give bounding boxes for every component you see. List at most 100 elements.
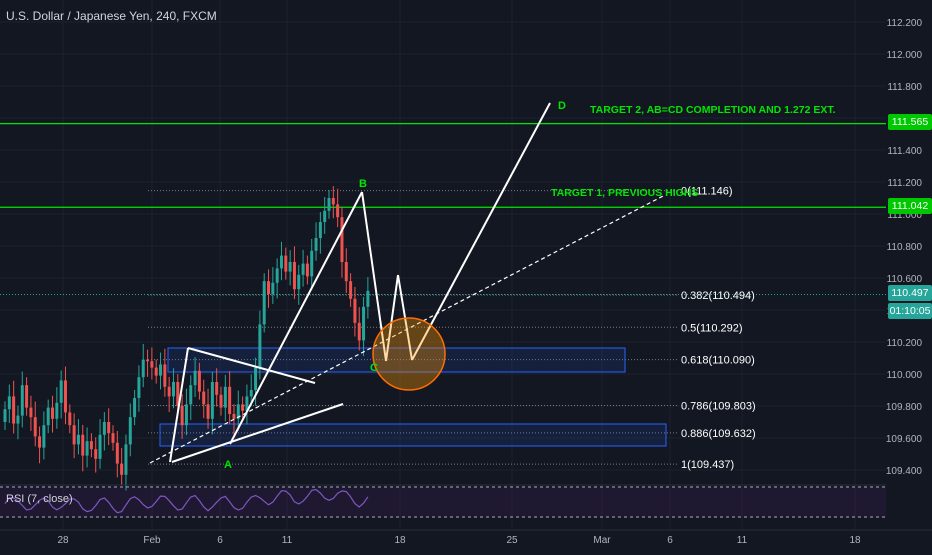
candle-body (275, 268, 279, 283)
rsi-pane (0, 484, 886, 518)
candle-body (3, 409, 7, 422)
candle-body (249, 390, 253, 397)
candle-body (336, 204, 340, 218)
zone-box-lower (159, 423, 667, 447)
y-tick-label: 110.800 (887, 242, 923, 253)
cd-leg (411, 102, 551, 361)
candle-body (154, 367, 158, 376)
candle-body (318, 222, 322, 238)
candle-body (349, 281, 353, 299)
y-tick-label: 111.200 (887, 178, 922, 189)
price-tag-target2[interactable]: 111.565 (888, 114, 932, 130)
candle-body (180, 406, 184, 426)
rsi-line (4, 488, 369, 514)
zigzag-1 (385, 274, 399, 362)
x-tick-label: 6 (667, 535, 673, 546)
candle-body (262, 281, 266, 325)
candle-body (267, 281, 271, 294)
fib-level-label: 0.886(109.632) (681, 428, 756, 440)
rsi-label: RSI (7, close) (6, 493, 73, 505)
chart-title: U.S. Dollar / Japanese Yen, 240, FXCM (6, 9, 217, 23)
drawings: A B C D TARGET 2, AB=CD COMPLETION AND 1.272… (149, 100, 836, 471)
y-tick-label: 110.000 (887, 370, 923, 381)
candle-body (219, 394, 223, 408)
candle-body (366, 290, 370, 307)
candle-body (353, 298, 357, 323)
y-tick-label: 110.600 (887, 274, 923, 285)
grid (0, 0, 886, 530)
candle-body (120, 463, 124, 475)
x-tick-label: 11 (737, 535, 748, 546)
candle-body (63, 380, 67, 413)
candle-body (159, 364, 163, 376)
y-tick-label: 109.600 (886, 434, 923, 445)
candle-body (223, 386, 227, 408)
candle-body (362, 306, 366, 341)
ab-leg (229, 191, 363, 445)
x-tick-label: Feb (143, 535, 161, 546)
candle-body (85, 441, 89, 456)
x-tick-label: 18 (394, 535, 406, 546)
candle-body (215, 382, 219, 395)
candle-body (310, 250, 314, 277)
candle-body (254, 367, 258, 390)
candle-body (323, 210, 327, 222)
candle-body (193, 370, 197, 386)
candle-body (284, 255, 288, 272)
zone-boxes (159, 347, 667, 447)
candle-body (25, 385, 29, 408)
candle-body (279, 255, 283, 269)
y-axis: 112.200112.000111.800111.600111.400111.2… (886, 0, 932, 530)
candle-body (76, 434, 80, 445)
candle-body (29, 407, 33, 418)
candle-body (357, 322, 361, 341)
candle-body (133, 398, 137, 418)
fib-level-label: 0.382(110.494) (681, 290, 755, 302)
candle-body (115, 442, 119, 464)
candle-body (150, 361, 154, 368)
candle-body (314, 238, 318, 251)
candle-body (305, 263, 309, 277)
point-d-label: D (558, 100, 566, 112)
rsi-band-fill (0, 487, 886, 517)
y-tick-label: 111.000 (887, 210, 922, 221)
pattern-upper-line (187, 347, 316, 384)
y-tick-label: 112.000 (887, 50, 923, 61)
candle-body (288, 262, 292, 272)
candle-body (146, 359, 150, 362)
price-tag-current[interactable]: 110.497 (888, 285, 932, 301)
x-axis: 28 Feb 6 11 18 25 Mar 6 11 18 (0, 529, 932, 546)
x-tick-label: 6 (217, 535, 223, 546)
target1-annotation: TARGET 1, PREVIOUS HIGHS (551, 187, 698, 199)
candle-body (111, 433, 115, 443)
fib-level-label: 0(111.146) (681, 186, 733, 198)
candles (3, 186, 370, 491)
countdown-tag: 01:10:05 (888, 303, 932, 319)
candle-body (292, 262, 296, 290)
candle-body (167, 386, 171, 397)
candle-body (171, 382, 175, 397)
y-tick-label: 110.200 (887, 338, 923, 349)
fib-retracement: 0(111.146) 0.382(110.494) 0.5(110.292) 0.61… (148, 186, 756, 471)
price-tag-target1[interactable]: 111.042 (888, 198, 932, 214)
candle-body (340, 217, 344, 262)
fib-level-label: 0.618(110.090) (681, 355, 755, 367)
point-c-label: C (370, 362, 378, 374)
zone-box-upper (167, 347, 626, 373)
candle-body (202, 391, 206, 405)
candle-body (297, 274, 301, 290)
candle-body (98, 434, 102, 459)
y-axis-bg (886, 0, 932, 530)
candle-body (271, 282, 275, 294)
candle-body (68, 412, 72, 426)
y-tick-label: 111.800 (887, 82, 922, 93)
fib-level-label: 0.5(110.292) (681, 322, 743, 334)
x-tick-label: Mar (593, 535, 611, 546)
candle-body (51, 407, 55, 419)
candle-body (55, 402, 59, 419)
horizontal-lines (0, 122, 886, 295)
candle-body (184, 404, 188, 426)
candle-body (107, 422, 111, 434)
